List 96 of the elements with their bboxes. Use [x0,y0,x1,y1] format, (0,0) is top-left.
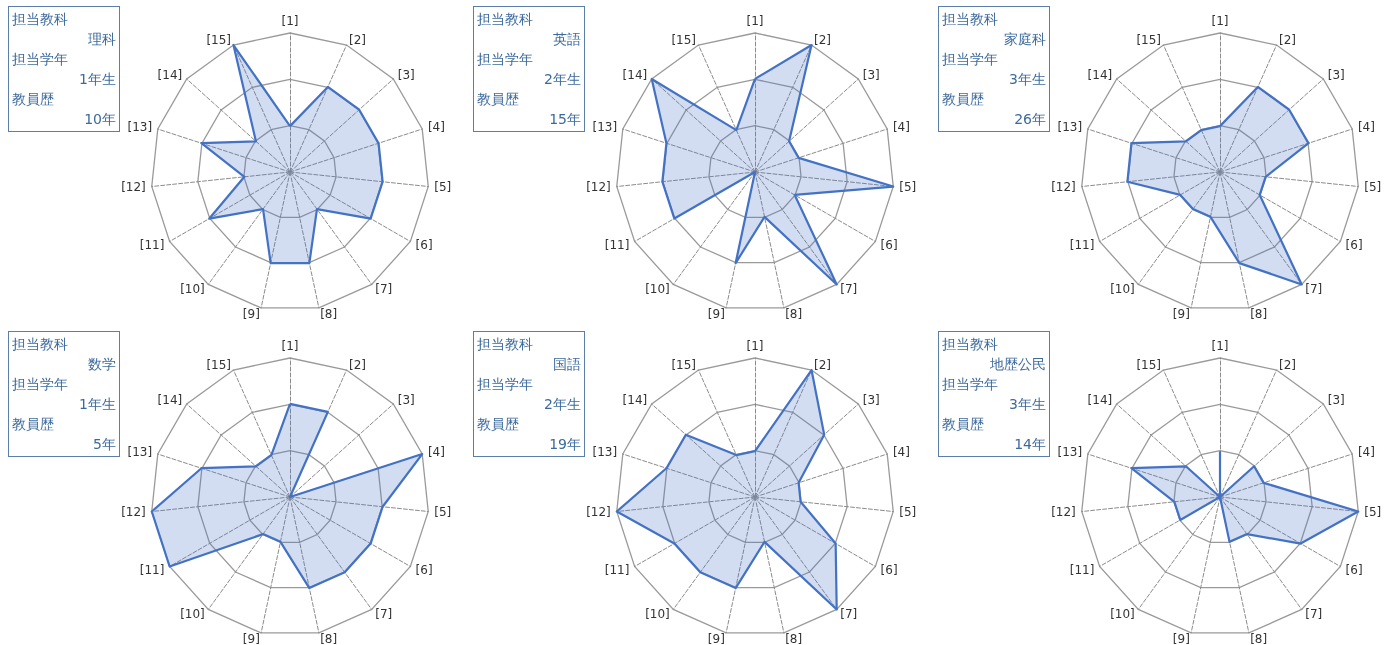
spoke-label: [7] [840,282,858,297]
spoke-label: [11] [604,237,630,252]
info-box: 担当教科 英語 担当学年 2年生 教員歴 15年 [473,6,585,132]
spoke-label: [14] [157,392,183,407]
spoke-label: [4] [427,120,445,135]
spoke-label: [4] [892,120,910,135]
spoke-label: [3] [862,67,880,82]
spoke-label: [2] [348,32,366,47]
info-box: 担当教科 理科 担当学年 1年生 教員歴 10年 [8,6,120,132]
spoke-label: [15] [1136,357,1162,372]
spoke-label: [7] [1305,282,1323,297]
info-box: 担当教科 国語 担当学年 2年生 教員歴 19年 [473,331,585,457]
spoke-label: [9] [1172,306,1190,321]
spoke-label: [2] [348,357,366,372]
spoke-label: [15] [1136,32,1162,47]
spoke-label: [6] [880,562,898,577]
spoke-label: [2] [1278,357,1296,372]
spoke-label: [11] [139,562,165,577]
spoke-label: [12] [586,505,611,520]
spoke-label: [8] [785,306,803,321]
spoke-label: [11] [1069,237,1095,252]
spoke-label: [5] [434,180,452,195]
spoke-label: [7] [1305,607,1323,622]
spoke-label: [9] [1172,631,1190,645]
spoke-label: [6] [415,562,433,577]
spoke-label: [1] [746,339,764,353]
spoke-label: [15] [671,357,697,372]
spoke-label: [14] [622,392,648,407]
spoke-label: [10] [1110,282,1135,297]
spoke-label: [7] [840,607,858,622]
spoke-label: [11] [604,562,630,577]
spoke-label: [14] [1087,67,1113,82]
spoke-label: [8] [320,631,338,645]
spoke-label: [3] [397,67,415,82]
spoke-label: [9] [242,631,260,645]
spoke-label: [14] [1087,392,1113,407]
spoke-label: [7] [375,607,393,622]
spoke-label: [5] [899,180,917,195]
spoke-label: [13] [127,445,153,460]
spoke-label: [10] [645,282,670,297]
spoke-label: [1] [281,339,299,353]
spoke-label: [6] [1345,562,1363,577]
spoke-label: [10] [180,607,205,622]
spoke-label: [9] [707,306,725,321]
spoke-label: [1] [281,14,299,28]
spoke-label: [3] [1327,392,1345,407]
spoke-label: [5] [1364,505,1382,520]
spoke-label: [13] [127,120,153,135]
info-box: 担当教科 数学 担当学年 1年生 教員歴 5年 [8,331,120,457]
spoke-label: [12] [121,505,146,520]
spoke-label: [4] [427,445,445,460]
spoke-label: [15] [206,357,232,372]
spoke-label: [6] [415,237,433,252]
spoke-label: [1] [1211,14,1229,28]
spoke-label: [12] [586,180,611,195]
spoke-label: [11] [139,237,165,252]
spoke-label: [8] [785,631,803,645]
spoke-label: [2] [1278,32,1296,47]
spoke-label: [7] [375,282,393,297]
spoke-label: [12] [121,180,146,195]
spoke-label: [5] [899,505,917,520]
spoke-label: [11] [1069,562,1095,577]
spoke-label: [9] [707,631,725,645]
spoke-label: [15] [206,32,232,47]
spoke-label: [15] [671,32,697,47]
spoke-label: [3] [862,392,880,407]
spoke-label: [9] [242,306,260,321]
spoke-label: [10] [180,282,205,297]
spoke-label: [6] [880,237,898,252]
spoke-label: [2] [813,357,831,372]
spoke-label: [1] [1211,339,1229,353]
spoke-label: [8] [1250,306,1268,321]
spoke-label: [4] [1357,120,1375,135]
spoke-label: [5] [1364,180,1382,195]
spoke-label: [3] [1327,67,1345,82]
spoke-label: [4] [1357,445,1375,460]
spoke-label: [13] [592,120,618,135]
spoke-label: [2] [813,32,831,47]
spoke-label: [13] [1057,120,1083,135]
spoke-label: [14] [622,67,648,82]
spoke-label: [4] [892,445,910,460]
spoke-label: [8] [320,306,338,321]
spoke-label: [14] [157,67,183,82]
spoke-label: [10] [645,607,670,622]
info-box: 担当教科 家庭科 担当学年 3年生 教員歴 26年 [938,6,1050,132]
spoke-label: [10] [1110,607,1135,622]
spoke-label: [12] [1051,180,1076,195]
spoke-label: [6] [1345,237,1363,252]
spoke-label: [5] [434,505,452,520]
spoke-label: [8] [1250,631,1268,645]
spoke-label: [12] [1051,505,1076,520]
spoke-label: [13] [592,445,618,460]
spoke-label: [13] [1057,445,1083,460]
spoke-label: [3] [397,392,415,407]
info-box: 担当教科 地歴公民 担当学年 3年生 教員歴 14年 [938,331,1050,457]
spoke-label: [1] [746,14,764,28]
